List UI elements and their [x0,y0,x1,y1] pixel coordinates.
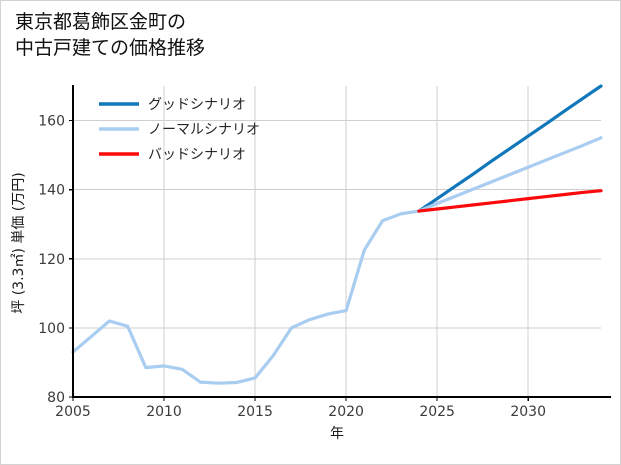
series-line-バッドシナリオ [417,189,603,213]
series-line-グッドシナリオ [417,84,603,213]
y-tick-label: 120 [38,252,65,268]
y-tick-label: 160 [38,114,65,130]
series-group [71,84,603,385]
page-title: 東京都葛飾区金町の 中古戸建ての価格推移 [15,11,206,59]
legend-label-2[interactable]: バッドシナリオ [148,147,246,163]
x-tick-label: 2015 [237,404,273,420]
y-tick-label: 80 [47,390,65,406]
x-axis-ticks: 2005 2010 2015 2020 2025 2030 [55,397,546,420]
x-axis-title: 年 [330,426,344,442]
x-tick-label: 2025 [419,404,455,420]
x-tick-label: 2005 [55,404,91,420]
gridlines-group [73,86,601,397]
y-tick-label: 100 [38,321,65,337]
axis-spines [71,85,611,399]
x-tick-label: 2010 [146,404,182,420]
x-tick-label: 2030 [510,404,546,420]
y-axis-ticks: 80 100 120 140 160 [38,114,73,406]
y-tick-label: 140 [38,183,65,199]
legend-label-0[interactable]: グッドシナリオ [148,97,246,113]
series-line-ノーマルシナリオ [71,136,603,385]
legend-label-1[interactable]: ノーマルシナリオ [148,122,260,138]
x-tick-label: 2020 [328,404,364,420]
y-axis-title: 坪 (3.3㎡) 単価 (万円) [11,172,27,313]
